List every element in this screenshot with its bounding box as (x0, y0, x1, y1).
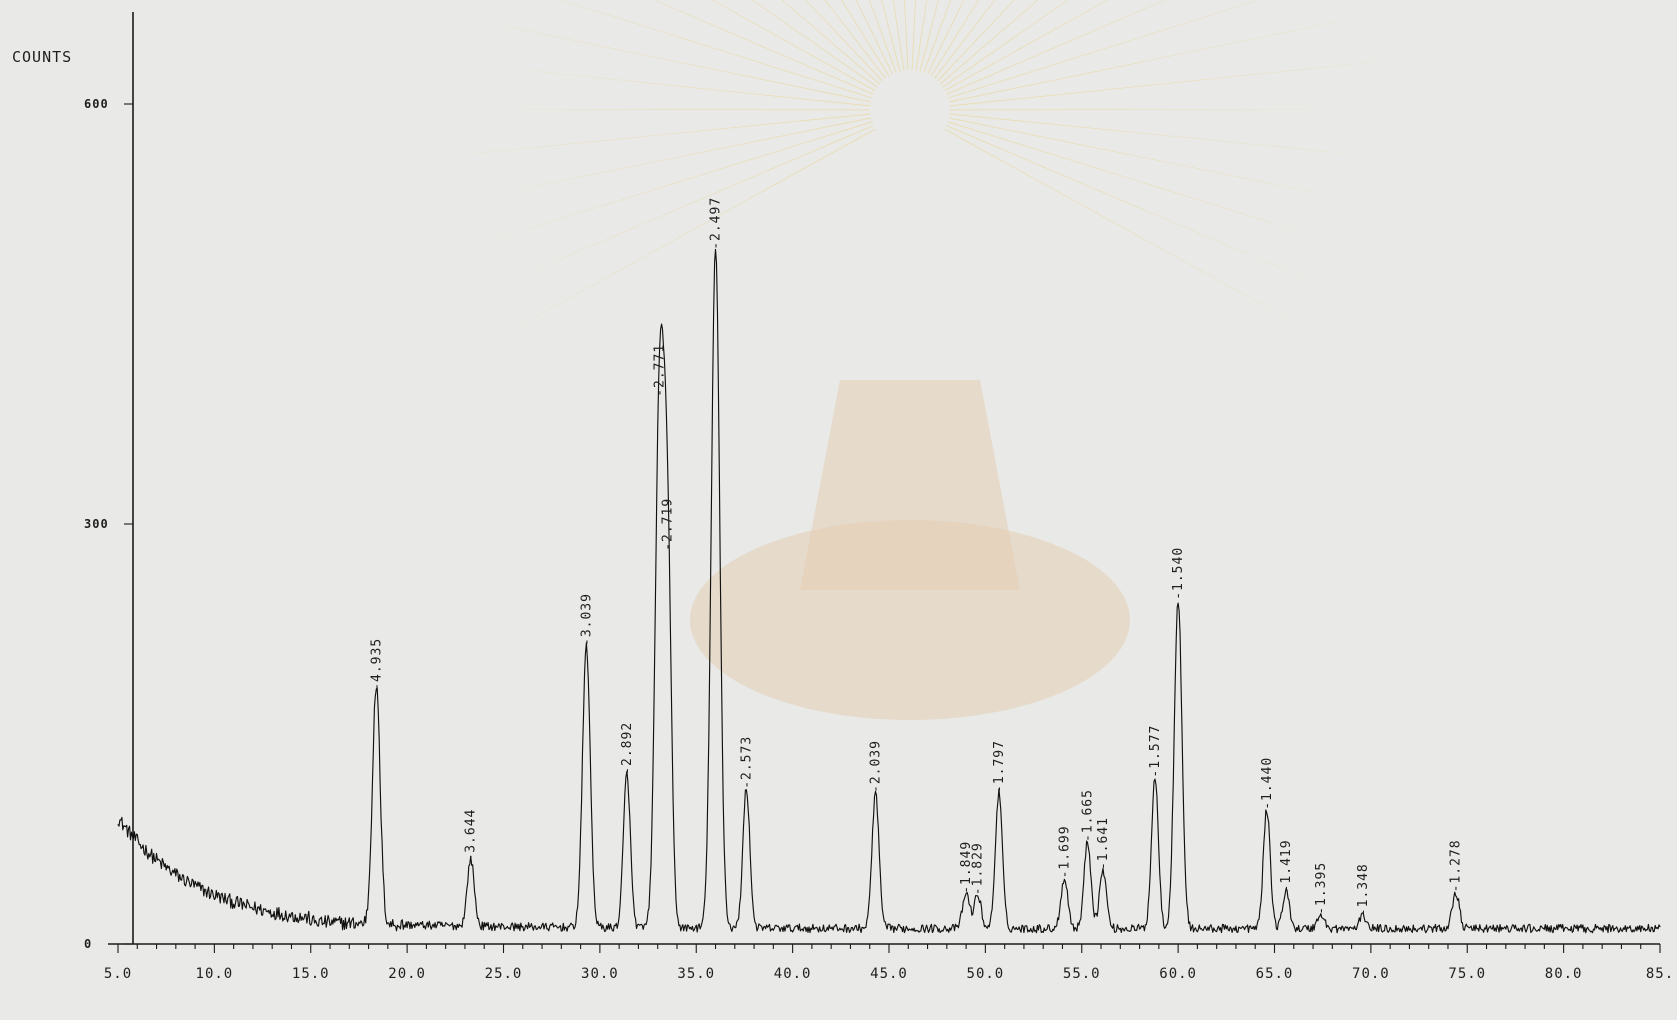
watermark-ray (948, 121, 1388, 259)
watermark-ray (868, 0, 897, 73)
x-tick-label: 50.0 (967, 966, 1005, 982)
watermark-ray (949, 8, 1400, 103)
x-tick-label: 65.0 (1256, 966, 1294, 982)
peak-d-label: -1.829 (971, 842, 986, 895)
watermark-emblem (410, 0, 1410, 720)
peak-d-label: -2.771 (653, 344, 668, 397)
peak-d-label: -1.395 (1314, 862, 1329, 915)
x-tick-label: 80.0 (1545, 966, 1583, 982)
x-tick-label: 20.0 (388, 966, 426, 982)
watermark-ray (948, 0, 1260, 99)
peak-d-label: -4.935 (369, 638, 384, 691)
peak-d-label: -1.665 (1081, 789, 1096, 842)
y-tick-label: 300 (84, 517, 109, 531)
watermark-ray (937, 0, 1015, 82)
watermark-ray (432, 121, 872, 259)
x-tick-label: 5.0 (104, 966, 132, 982)
watermark-ray (450, 125, 874, 307)
x-tick-label: 40.0 (774, 966, 812, 982)
peak-d-label: -2.892 (620, 722, 635, 775)
watermark-ray (410, 109, 871, 111)
watermark-ray (927, 0, 965, 75)
watermark-ray (923, 0, 952, 73)
x-tick-label: 45.0 (870, 966, 908, 982)
watermark-ray (949, 58, 1408, 107)
x-tick-label: 25.0 (485, 966, 523, 982)
peak-d-label: -1.540 (1171, 547, 1186, 600)
watermark-ray (420, 8, 871, 103)
watermark-ray (946, 125, 1370, 307)
watermark-ray (472, 128, 876, 352)
x-tick-label: 10.0 (196, 966, 234, 982)
watermark-ray (824, 0, 886, 79)
diffraction-trace-layer (117, 248, 1661, 934)
y-tick-label: 0 (84, 937, 92, 951)
watermark-ray (781, 0, 880, 85)
watermark-ray (946, 0, 1166, 95)
peak-d-label: -3.039 (579, 593, 594, 646)
peak-d-label: -1.440 (1260, 757, 1275, 810)
x-tick-label: 30.0 (581, 966, 619, 982)
x-tick-label: 60.0 (1159, 966, 1197, 982)
x-tick-label: 35.0 (677, 966, 715, 982)
watermark-ray (560, 0, 872, 99)
y-axis-label: COUNTS (12, 48, 72, 66)
peak-d-label: -2.497 (709, 197, 724, 250)
peak-d-label: -2.039 (869, 740, 884, 793)
watermark-ray (949, 113, 1408, 160)
x-tick-label: 70.0 (1352, 966, 1390, 982)
watermark-ray (930, 0, 979, 77)
x-tick-label: 15.0 (292, 966, 330, 982)
watermark-ray (412, 113, 871, 160)
watermark-ray (420, 117, 871, 210)
watermark-crown (800, 380, 1020, 590)
watermark-ray (711, 0, 876, 91)
y-tick-label: 600 (84, 97, 109, 111)
peak-d-label: -1.797 (992, 740, 1007, 793)
watermark-ray (934, 0, 996, 79)
peak-labels: -4.935 -3.644 -3.039 -2.892 -2.771 -2.719 -2.4… (369, 197, 1463, 916)
diffraction-trace (117, 248, 1661, 934)
watermark-ray (940, 0, 1039, 85)
watermark-ray (805, 0, 883, 82)
watermark-base (690, 520, 1130, 720)
axes: 0 300 600 5.0 10.0 15.0 20.0 25.0 30.0 35.0 40.0 45… (84, 12, 1674, 982)
x-tick-label: 85. (1646, 966, 1674, 982)
peak-d-label: -1.577 (1148, 725, 1163, 778)
peak-d-label: -1.348 (1356, 863, 1371, 916)
watermark-ray (892, 0, 905, 71)
watermark-ray (915, 0, 928, 71)
peak-d-label: -1.849 (959, 841, 974, 894)
peak-d-label: -1.419 (1279, 839, 1294, 892)
peak-d-label: -2.573 (739, 736, 754, 789)
x-tick-label: 55.0 (1063, 966, 1101, 982)
peak-d-label: -1.641 (1096, 817, 1111, 870)
watermark-ray (949, 117, 1400, 210)
watermark-ray (911, 0, 916, 71)
watermark-ray (881, 0, 901, 72)
watermark-ray (855, 0, 893, 75)
watermark-ray (919, 0, 939, 72)
watermark-ray (944, 128, 1348, 352)
peak-d-label: -2.719 (660, 498, 675, 551)
watermark-ray (653, 0, 874, 95)
peak-d-label: -3.644 (464, 809, 479, 862)
watermark-ray (942, 0, 1069, 88)
peak-d-label: -1.699 (1057, 825, 1072, 878)
peak-d-label: -1.278 (1449, 839, 1464, 892)
x-tick-label: 75.0 (1448, 966, 1486, 982)
watermark-ray (904, 0, 909, 71)
watermark-ray (751, 0, 878, 88)
watermark-ray (944, 0, 1109, 91)
watermark-ray (412, 58, 871, 107)
watermark-ray (841, 0, 890, 77)
watermark-ray (949, 109, 1410, 111)
